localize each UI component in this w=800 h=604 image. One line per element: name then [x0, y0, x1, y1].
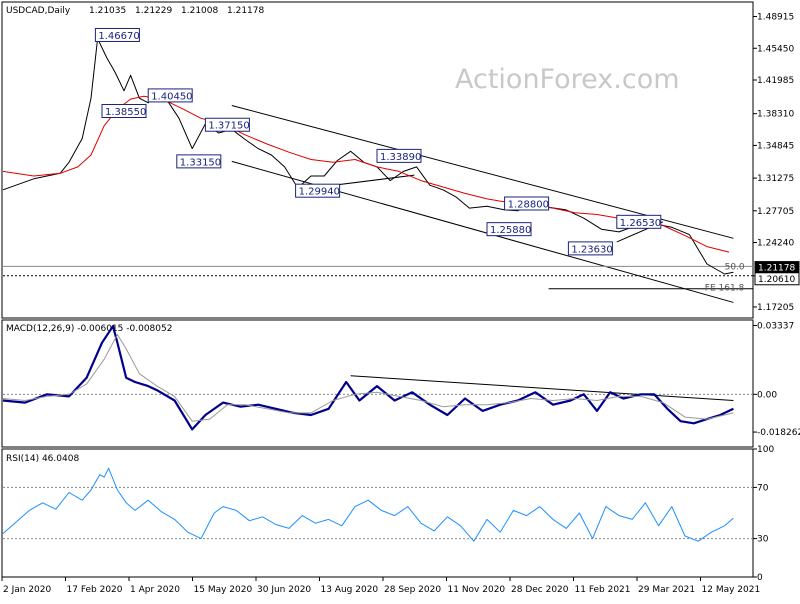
- macd-panel: MACD(12,26,9) -0.006015 -0.008052 0.0333…: [1, 319, 800, 448]
- y-tick-label-1: 70: [757, 483, 769, 493]
- level-label-box: [376, 148, 422, 163]
- macd-panel-frame: [1, 319, 754, 448]
- y-tick-label-2: 30: [757, 535, 769, 545]
- price-tag-0: 1.21178: [754, 261, 800, 275]
- annotations: 50.0 FE 161.8: [705, 262, 745, 293]
- level-label-5: 1.33890: [376, 148, 422, 163]
- x-tick-label-10: 29 Mar 2021: [638, 585, 695, 595]
- series-line-0: [2, 467, 734, 542]
- level-label-box: [486, 222, 532, 237]
- macd-title: MACD(12,26,9) -0.006015 -0.008052: [6, 324, 172, 334]
- level-label-box: [101, 103, 147, 118]
- chart-title: USDCAD,Daily: [6, 6, 71, 16]
- watermark: ActionForex.com: [455, 64, 680, 95]
- level-label-1: 1.40450: [147, 88, 193, 103]
- price-tag-text: 1.20610: [758, 275, 795, 285]
- x-tick-label-7: 11 Nov 2020: [448, 585, 506, 595]
- y-tick-label-2: 1.41985: [757, 76, 794, 86]
- y-tick-label-6: 1.27705: [757, 207, 794, 217]
- level-label-box: [616, 214, 662, 229]
- level-label-2: 1.38550: [101, 103, 147, 118]
- ohlc-low: 1.21008: [181, 6, 218, 16]
- level-label-box: [295, 183, 341, 198]
- level-label-8: 1.25880: [486, 222, 532, 237]
- price-tag-1: 1.20610: [754, 272, 800, 286]
- annotation-0: 50.0: [725, 262, 745, 272]
- level-label-10: 1.23630: [567, 241, 613, 256]
- x-tick-label-8: 28 Dec 2020: [511, 585, 569, 595]
- y-tick-label-3: 1.38310: [757, 110, 794, 120]
- rsi-panel: RSI(14) 46.0408 100 70 30 0: [1, 445, 774, 583]
- price-panel: ActionForex.com USDCAD,Daily 1.21035 1.2…: [1, 1, 800, 319]
- y-tick-label-0: 1.48915: [757, 13, 794, 23]
- y-tick-label-7: 1.24240: [757, 239, 794, 249]
- x-tick-label-2: 1 Apr 2020: [130, 585, 180, 595]
- macd-series: [2, 325, 734, 431]
- level-label-text: 1.33150: [180, 157, 221, 168]
- y-tick-label-1: 1.45450: [757, 44, 794, 54]
- y-tick-label-0: 0.03337: [757, 321, 794, 331]
- y-tick-label-1: 0.00: [757, 390, 777, 400]
- rsi-panel-frame: [1, 448, 754, 578]
- level-label-text: 1.28800: [508, 200, 549, 211]
- level-label-text: 1.23630: [571, 244, 612, 255]
- level-label-text: 1.25880: [490, 225, 531, 236]
- rsi-title: RSI(14) 46.0408: [6, 454, 79, 464]
- level-label-6: 1.29940: [295, 183, 341, 198]
- level-label-box: [94, 27, 140, 42]
- level-label-text: 1.46670: [98, 31, 139, 42]
- level-label-0: 1.46670: [94, 27, 140, 42]
- level-label-3: 1.37150: [204, 117, 250, 132]
- x-tick-label-11: 12 May 2021: [702, 585, 761, 595]
- y-tick-label-2: -0.018262: [757, 428, 800, 438]
- level-label-box: [176, 154, 222, 169]
- series-line-0: [2, 38, 734, 275]
- level-label-9: 1.26530: [616, 214, 662, 229]
- trendline-0: [350, 375, 734, 402]
- price-hlines: [3, 265, 753, 290]
- price-tag-text: 1.21178: [758, 264, 795, 274]
- x-tick-label-6: 28 Sep 2020: [384, 585, 441, 595]
- y-tick-label-5: 1.31275: [757, 174, 794, 184]
- x-tick-label-9: 11 Feb 2021: [575, 585, 631, 595]
- rsi-hlines: [3, 486, 753, 540]
- level-label-text: 1.33890: [380, 152, 421, 163]
- x-tick-label-4: 30 Jun 2020: [257, 585, 311, 595]
- level-label-box: [567, 241, 613, 256]
- ohlc-high: 1.21229: [135, 6, 172, 16]
- x-tick-label-3: 15 May 2020: [194, 585, 253, 595]
- level-label-7: 1.28800: [504, 196, 550, 211]
- level-label-box: [147, 88, 193, 103]
- level-labels: 1.46670 1.40450 1.38550 1.37150 1.33150 1.338…: [94, 27, 662, 256]
- x-tick-label-0: 2 Jan 2020: [3, 585, 51, 595]
- y-tick-label-3: 0: [757, 573, 763, 583]
- level-label-text: 1.37150: [208, 121, 249, 132]
- level-label-text: 1.40450: [151, 91, 192, 102]
- price-tag-bg: [754, 272, 800, 286]
- rsi-series: [2, 467, 734, 542]
- x-tick-label-1: 17 Feb 2020: [67, 585, 123, 595]
- ohlc-close: 1.21178: [227, 6, 264, 16]
- level-label-text: 1.38550: [105, 107, 146, 118]
- macd-y-ticks: 0.03337 0.00 -0.018262: [753, 321, 800, 438]
- ohlc-open: 1.21035: [89, 6, 126, 16]
- y-tick-label-4: 1.34845: [757, 141, 794, 151]
- series-line-1: [2, 334, 734, 422]
- level-label-box: [204, 117, 250, 132]
- rsi-y-ticks: 100 70 30 0: [753, 445, 774, 583]
- level-label-text: 1.29940: [299, 187, 340, 198]
- y-tick-label-9: 1.17205: [757, 303, 794, 313]
- x-axis: 2 Jan 2020 17 Feb 2020 1 Apr 2020 15 May 20…: [1, 577, 761, 595]
- annotation-1: FE 161.8: [705, 283, 745, 293]
- level-label-4: 1.33150: [176, 154, 222, 169]
- level-label-box: [504, 196, 550, 211]
- macd-trendlines: [350, 375, 734, 402]
- y-tick-label-0: 100: [757, 445, 774, 455]
- level-label-text: 1.26530: [620, 218, 661, 229]
- x-tick-label-5: 13 Aug 2020: [321, 585, 379, 595]
